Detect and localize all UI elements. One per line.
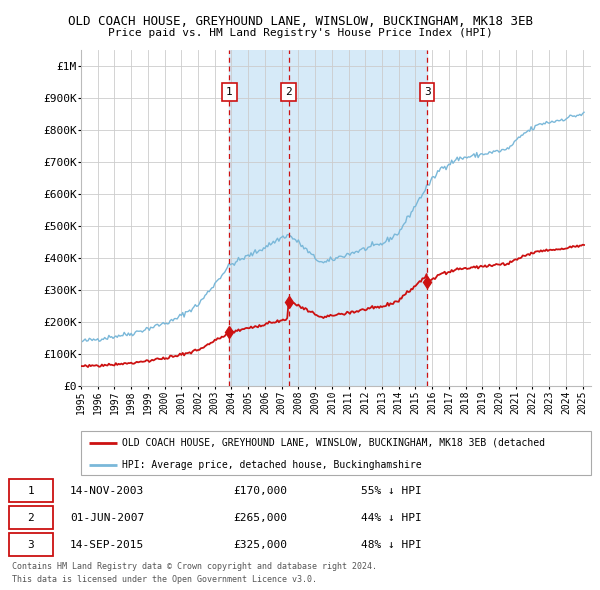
Text: 01-JUN-2007: 01-JUN-2007: [70, 513, 145, 523]
Text: 14-SEP-2015: 14-SEP-2015: [70, 540, 145, 550]
Text: 44% ↓ HPI: 44% ↓ HPI: [361, 513, 422, 523]
Text: 14-NOV-2003: 14-NOV-2003: [70, 486, 145, 496]
Text: HPI: Average price, detached house, Buckinghamshire: HPI: Average price, detached house, Buck…: [122, 460, 421, 470]
Text: OLD COACH HOUSE, GREYHOUND LANE, WINSLOW, BUCKINGHAM, MK18 3EB: OLD COACH HOUSE, GREYHOUND LANE, WINSLOW…: [67, 15, 533, 28]
Text: 2: 2: [285, 87, 292, 97]
FancyBboxPatch shape: [9, 479, 53, 502]
Text: 3: 3: [28, 540, 34, 550]
Text: £170,000: £170,000: [233, 486, 287, 496]
Bar: [229, 50, 289, 386]
Text: 48% ↓ HPI: 48% ↓ HPI: [361, 540, 422, 550]
Text: OLD COACH HOUSE, GREYHOUND LANE, WINSLOW, BUCKINGHAM, MK18 3EB (detached: OLD COACH HOUSE, GREYHOUND LANE, WINSLOW…: [122, 438, 545, 448]
Text: Price paid vs. HM Land Registry's House Price Index (HPI): Price paid vs. HM Land Registry's House …: [107, 28, 493, 38]
Text: This data is licensed under the Open Government Licence v3.0.: This data is licensed under the Open Gov…: [12, 575, 317, 584]
FancyBboxPatch shape: [81, 431, 591, 475]
Bar: [289, 50, 427, 386]
Text: 55% ↓ HPI: 55% ↓ HPI: [361, 486, 422, 496]
Text: 3: 3: [424, 87, 431, 97]
Text: £325,000: £325,000: [233, 540, 287, 550]
Text: 1: 1: [28, 486, 34, 496]
FancyBboxPatch shape: [9, 506, 53, 529]
FancyBboxPatch shape: [9, 533, 53, 556]
Text: £265,000: £265,000: [233, 513, 287, 523]
Text: 2: 2: [28, 513, 34, 523]
Text: 1: 1: [226, 87, 233, 97]
Text: Contains HM Land Registry data © Crown copyright and database right 2024.: Contains HM Land Registry data © Crown c…: [12, 562, 377, 571]
